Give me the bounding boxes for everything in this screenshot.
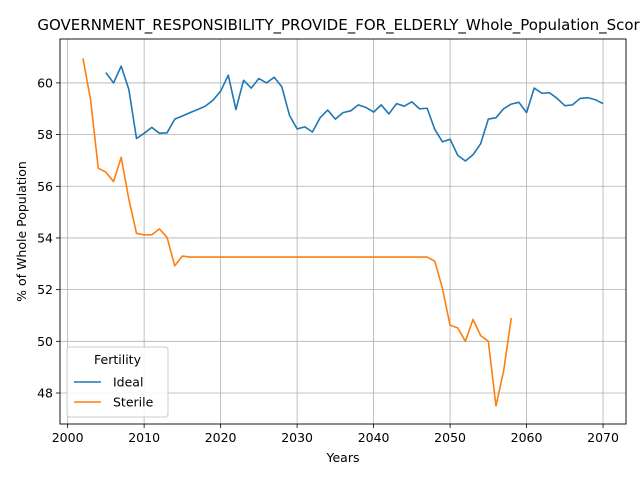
legend-box <box>66 346 169 418</box>
x-tick-label: 2070 <box>587 430 619 445</box>
legend-label-sterile: Sterile <box>113 395 154 410</box>
series-line-sterile <box>82 58 513 407</box>
series-line-ideal <box>105 65 604 162</box>
y-tick-label: 58 <box>37 127 53 142</box>
plot-area-frame <box>59 38 627 425</box>
x-axis-ticks: 2000 2010 2020 2030 2040 2050 2060 2070 <box>52 424 619 445</box>
legend-label-ideal: Ideal <box>113 375 143 390</box>
x-tick-label: 2000 <box>52 430 84 445</box>
y-tick-label: 52 <box>37 282 53 297</box>
y-tick-label: 48 <box>37 385 53 400</box>
y-axis-label: % of Whole Population <box>14 161 29 302</box>
legend: Fertility Ideal Sterile <box>66 346 169 418</box>
y-tick-label: 50 <box>37 334 53 349</box>
chart-title: GOVERNMENT_RESPONSIBILITY_PROVIDE_FOR_EL… <box>37 16 640 35</box>
y-tick-label: 54 <box>37 230 53 245</box>
series-layer <box>82 58 604 407</box>
x-tick-label: 2040 <box>358 430 390 445</box>
x-tick-label: 2010 <box>128 430 160 445</box>
legend-title: Fertility <box>94 352 142 367</box>
y-axis-ticks: 48 50 52 54 56 58 60 <box>37 75 60 400</box>
y-tick-label: 56 <box>37 179 53 194</box>
x-tick-label: 2020 <box>205 430 237 445</box>
y-tick-label: 60 <box>37 75 53 90</box>
x-axis-label: Years <box>326 450 360 465</box>
x-tick-label: 2060 <box>511 430 543 445</box>
x-tick-label: 2050 <box>434 430 466 445</box>
x-tick-label: 2030 <box>281 430 313 445</box>
